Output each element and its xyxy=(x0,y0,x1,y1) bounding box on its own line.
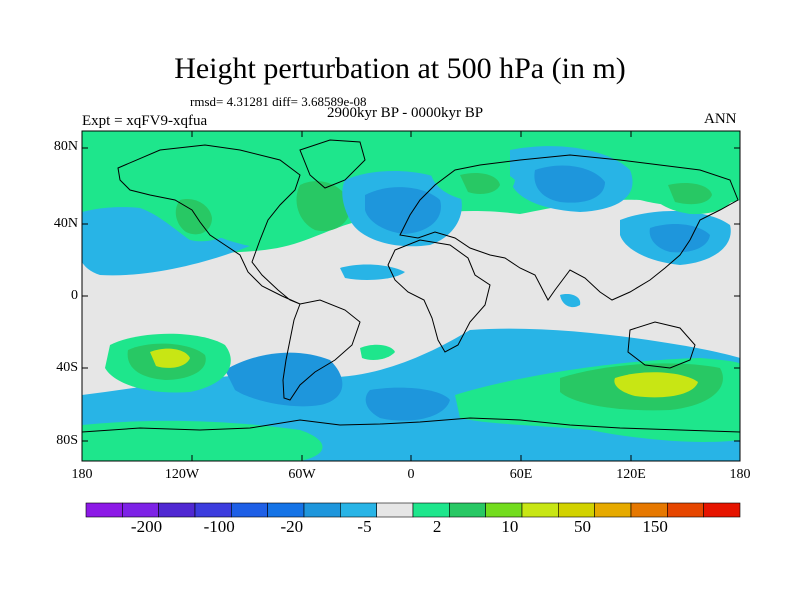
north-america-coastline xyxy=(117,144,301,305)
contour-positive xyxy=(668,183,712,205)
contour-negative xyxy=(340,264,405,280)
eurasia-coastline xyxy=(399,154,739,301)
colorbar-swatch xyxy=(376,502,414,518)
lat-label-40s: 40S xyxy=(56,360,78,375)
colorbar xyxy=(85,502,741,518)
colorbar-label: 10 xyxy=(501,517,519,536)
map-field xyxy=(82,131,740,461)
colorbar-label: -5 xyxy=(357,517,372,536)
lat-label-80n: 80N xyxy=(53,139,78,154)
lon-label-60e: 60E xyxy=(509,467,533,482)
south-america-coastline xyxy=(282,299,361,401)
colorbar-swatch xyxy=(449,502,486,518)
colorbar-swatch xyxy=(303,502,341,518)
greenland-coastline xyxy=(299,139,366,189)
colorbar-swatch xyxy=(122,502,159,518)
colorbar-swatch xyxy=(667,502,704,518)
contour-positive xyxy=(150,348,190,368)
colorbar-label: -100 xyxy=(203,517,235,536)
lon-label-180w: 180 xyxy=(71,467,93,482)
contour-positive xyxy=(296,181,351,232)
contour-negative xyxy=(560,294,581,308)
lat-label-40n: 40N xyxy=(53,216,78,231)
colorbar-swatch xyxy=(521,502,559,518)
experiment-label: Expt = xqFV9-xqfua xyxy=(82,113,208,129)
colorbar-swatch xyxy=(412,502,450,518)
colorbar-label: 50 xyxy=(574,517,591,536)
africa-coastline xyxy=(387,239,491,353)
coastlines xyxy=(82,139,740,433)
colorbar-swatch xyxy=(703,502,741,518)
axis-ticks xyxy=(81,131,741,461)
colorbar-swatch xyxy=(231,502,268,518)
contour-negative xyxy=(365,387,450,421)
contour-positive xyxy=(82,420,323,461)
contour-negative xyxy=(82,201,250,276)
contour-negative xyxy=(534,165,605,203)
colorbar-label: -200 xyxy=(130,517,163,536)
antarctica-coastline xyxy=(82,417,740,433)
colorbar-label: 2 xyxy=(432,517,442,536)
colorbar-swatch xyxy=(594,502,632,518)
lon-label-120w: 120W xyxy=(164,467,200,482)
contour-positive xyxy=(360,344,395,360)
lon-label-180e: 180 xyxy=(729,467,751,482)
lon-label-60w: 60W xyxy=(288,467,316,482)
contour-positive xyxy=(460,173,500,194)
lat-label-0: 0 xyxy=(71,288,78,303)
map-title: Height perturbation at 500 hPa (in m) xyxy=(174,52,626,85)
contour-negative xyxy=(365,187,441,234)
australia-coastline xyxy=(627,321,696,369)
colorbar-swatch xyxy=(158,502,196,518)
colorbar-swatch xyxy=(630,502,668,518)
colorbar-swatch xyxy=(85,502,123,518)
period-label: 2900kyr BP - 0000kyr BP xyxy=(326,105,484,121)
colorbar-label: -20 xyxy=(280,517,304,536)
colorbar-swatch xyxy=(194,502,232,518)
contour-positive xyxy=(614,372,698,398)
season-label: ANN xyxy=(704,111,737,127)
lon-label-0: 0 xyxy=(407,467,415,482)
contour-negative xyxy=(225,352,343,407)
colorbar-swatch xyxy=(558,502,595,518)
lat-label-80s: 80S xyxy=(56,433,78,448)
colorbar-swatch xyxy=(340,502,377,518)
colorbar-swatch xyxy=(485,502,523,518)
colorbar-label: 150 xyxy=(642,517,668,536)
lon-label-120e: 120E xyxy=(616,467,646,482)
stats-line: rmsd= 4.31281 diff= 3.68589e-08 xyxy=(190,94,367,109)
colorbar-swatch xyxy=(267,502,305,518)
